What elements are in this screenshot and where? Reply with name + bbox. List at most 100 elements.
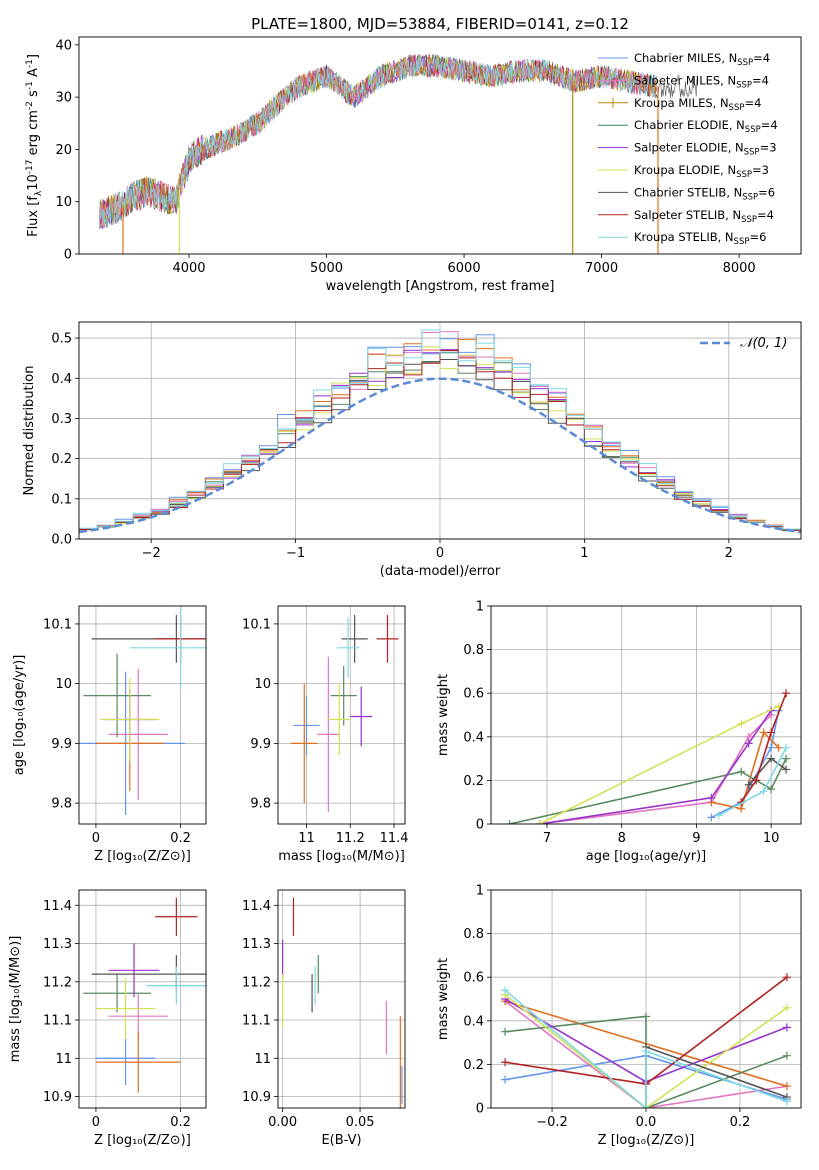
legend-label-suffix: =3 xyxy=(760,141,777,155)
plot-area xyxy=(83,897,206,1093)
gaussian-legend-label: 𝒩(0, 1) xyxy=(740,336,787,351)
mass-weight-point xyxy=(782,743,791,752)
mass-weight-point xyxy=(501,986,510,995)
y-tick-label: 9.9 xyxy=(51,737,72,752)
x-tick-label: 5000 xyxy=(310,261,343,276)
x-tick-label: 0 xyxy=(436,546,444,561)
mass-weight-point xyxy=(737,719,746,728)
legend-label-suffix: =4 xyxy=(752,73,769,87)
legend-label: Chabrier MILES, NSSP=4 xyxy=(634,51,770,68)
y-tick-label: 9.8 xyxy=(51,797,72,812)
legend-label-main: Salpeter STELIB, N xyxy=(634,208,741,222)
x-tick-label: 9 xyxy=(692,831,700,846)
legend-label-suffix: =6 xyxy=(758,185,775,199)
y-tick-label: 0.2 xyxy=(51,452,72,467)
axes-frame xyxy=(490,605,802,825)
y-tick-label: 0.1 xyxy=(51,492,72,507)
mass-weight-point xyxy=(501,1027,510,1036)
legend-label: Kroupa ELODIE, NSSP=3 xyxy=(634,163,769,180)
y-tick-label: 10 xyxy=(55,195,72,210)
x-axis-label: (data-model)/error xyxy=(380,564,501,579)
legend-label: Salpeter MILES, NSSP=4 xyxy=(634,73,769,90)
x-tick-label: 11 xyxy=(298,831,315,846)
y-tick-label: 0.8 xyxy=(463,643,484,658)
x-tick-label: 4000 xyxy=(172,261,205,276)
legend-label: Salpeter STELIB, NSSP=4 xyxy=(634,208,774,225)
legend-label-sub: SSP xyxy=(737,58,753,68)
y-tick-label: 9.8 xyxy=(250,797,271,812)
mass-weight-point xyxy=(642,1104,650,1108)
legend-label-sub: SSP xyxy=(742,192,758,202)
mass-weight-point xyxy=(642,1012,650,1021)
age-vs-mass-panel: 11 11.2 11.4 9.8 9.9 10 10.1 mass [log₁₀(M/M⊙)] xyxy=(242,605,409,864)
y-tick-label: 0 xyxy=(476,818,484,833)
x-tick-label: 11.2 xyxy=(336,831,365,846)
mass-weight-series-line xyxy=(509,758,787,824)
legend-label-suffix: =4 xyxy=(757,208,774,222)
y-axis-label-part: -1 xyxy=(25,81,35,90)
axes-frame xyxy=(277,605,406,825)
y-tick-label: 30 xyxy=(55,91,72,106)
y-tick-label: 1 xyxy=(476,884,484,899)
ebv-panel: 0.00 0.05 10.9 11 11.1 11.2 11.3 11.4 E(B-V) xyxy=(242,889,406,1148)
mass-weight-point xyxy=(782,689,791,698)
histogram-series xyxy=(79,338,801,533)
plot-area xyxy=(282,897,403,1108)
y-tick-label: 11.2 xyxy=(43,975,72,990)
legend-label-suffix: =4 xyxy=(744,96,761,110)
mass-weight-point xyxy=(707,813,716,822)
legend-label-sub: SSP xyxy=(729,103,745,113)
x-tick-label: 10 xyxy=(763,831,780,846)
legend-label-sub: SSP xyxy=(745,125,761,135)
mass-weight-point xyxy=(759,728,768,737)
y-tick-label: 11.4 xyxy=(43,899,72,914)
y-tick-label: 40 xyxy=(55,38,72,53)
y-tick-label: 0.5 xyxy=(51,332,72,347)
y-tick-label: 0 xyxy=(476,1102,484,1117)
age-vs-Z-panel: 0 0.2 9.8 9.9 10 10.1 Z [log₁₀(Z/Z⊙)] age [log₁… xyxy=(12,605,207,864)
x-tick-label: 1 xyxy=(580,546,588,561)
y-tick-label: 11 xyxy=(254,1052,271,1067)
legend-label-main: Chabrier STELIB, N xyxy=(634,185,742,199)
mass-weight-series-line xyxy=(504,1000,788,1108)
y-tick-label: 0.4 xyxy=(463,730,484,745)
x-tick-label: 0.2 xyxy=(170,831,191,846)
y-tick-label: 0.4 xyxy=(463,1014,484,1029)
x-tick-label: 0.2 xyxy=(170,1115,191,1130)
mass-weight-series-line xyxy=(539,710,772,824)
legend-label-suffix: =6 xyxy=(749,230,766,244)
y-tick-label: 11.3 xyxy=(43,937,72,952)
y-axis-label-part: s xyxy=(26,90,41,101)
legend-label-main: Salpeter ELODIE, N xyxy=(634,141,744,155)
mass-weight-point xyxy=(782,1003,791,1012)
y-axis-label-part: Flux [f xyxy=(26,196,41,237)
plot-area xyxy=(79,606,206,816)
figure-title: PLATE=1800, MJD=53884, FIBERID=0141, z=0… xyxy=(251,15,629,33)
y-axis-label: Flux [fλ10-17 erg cm-2 s-1 A-1] xyxy=(25,54,44,237)
legend-label-main: Kroupa STELIB, N xyxy=(634,230,734,244)
y-tick-label: 0 xyxy=(64,248,72,263)
legend-label-sub: SSP xyxy=(741,215,757,225)
mass-weight-point xyxy=(642,1047,650,1056)
x-axis-label: Z [log₁₀(Z/Z⊙)] xyxy=(94,1133,191,1148)
x-axis-label: Z [log₁₀(Z/Z⊙)] xyxy=(94,849,191,864)
legend-label-suffix: =4 xyxy=(753,51,770,65)
x-tick-label: 7000 xyxy=(585,261,618,276)
mass-weight-series-line xyxy=(504,989,788,1108)
y-axis-label-part: -17 xyxy=(25,160,35,175)
mass-weight-point xyxy=(782,1082,791,1091)
y-axis-label-part: -2 xyxy=(25,101,35,110)
mass-weight-point xyxy=(767,728,776,737)
y-tick-label: 10 xyxy=(254,677,271,692)
axes-frame xyxy=(78,321,802,540)
legend-label-sub: SSP xyxy=(734,237,750,247)
x-tick-label: −1 xyxy=(286,546,305,561)
mass-weight-series-line xyxy=(740,692,787,803)
x-tick-label: 0.0 xyxy=(636,1115,657,1130)
x-tick-label: 11.4 xyxy=(380,831,409,846)
y-axis-label: mass weight xyxy=(436,674,451,756)
legend-label: Chabrier ELODIE, NSSP=4 xyxy=(634,118,778,135)
y-tick-label: 20 xyxy=(55,143,72,158)
legend-label-suffix: =3 xyxy=(752,163,769,177)
